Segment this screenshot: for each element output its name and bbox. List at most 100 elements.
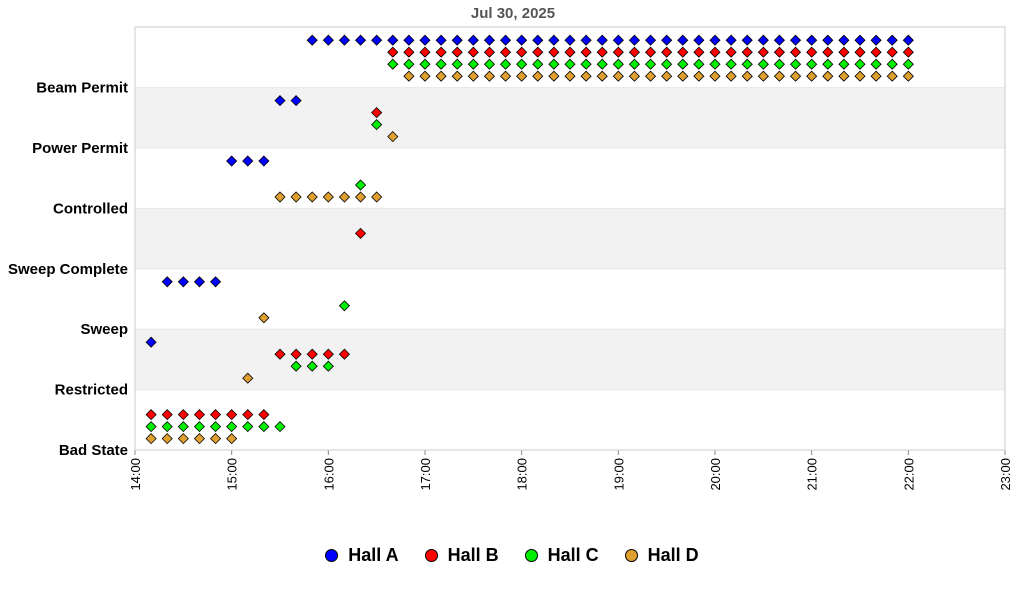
point-hall-b xyxy=(709,46,721,58)
point-hall-d xyxy=(886,70,898,82)
state-bands xyxy=(135,27,1005,451)
point-hall-c xyxy=(435,58,447,70)
point-hall-d xyxy=(177,433,189,445)
point-hall-d xyxy=(516,70,528,82)
x-tick-label: 19:00 xyxy=(611,458,626,491)
point-hall-b xyxy=(854,46,866,58)
point-hall-c xyxy=(628,58,641,70)
point-hall-a xyxy=(725,34,737,46)
point-hall-a xyxy=(354,34,367,46)
point-hall-b xyxy=(226,409,238,421)
point-hall-d xyxy=(322,191,334,203)
point-hall-a xyxy=(902,34,914,46)
point-hall-a xyxy=(226,155,238,167)
point-hall-b xyxy=(661,46,673,58)
point-hall-a xyxy=(580,34,592,46)
point-hall-b xyxy=(806,46,818,58)
x-tick-label: 20:00 xyxy=(708,458,723,491)
band-5 xyxy=(135,87,1005,148)
point-hall-b xyxy=(516,46,528,58)
point-hall-a xyxy=(274,95,286,107)
point-hall-a xyxy=(338,34,351,46)
point-hall-a xyxy=(548,34,560,46)
point-hall-c xyxy=(838,58,850,70)
band-1 xyxy=(135,329,1005,390)
point-hall-c xyxy=(725,58,737,70)
point-hall-a xyxy=(290,95,302,107)
point-hall-d xyxy=(806,70,818,82)
point-hall-d xyxy=(677,70,689,82)
y-label: Sweep Complete xyxy=(8,261,128,278)
point-hall-d xyxy=(644,70,657,82)
point-hall-a xyxy=(435,34,447,46)
point-hall-b xyxy=(419,46,431,58)
point-hall-c xyxy=(419,58,431,70)
point-hall-a xyxy=(193,276,206,288)
point-hall-b xyxy=(177,409,189,421)
legend-swatch xyxy=(624,548,638,562)
point-hall-c xyxy=(499,58,512,70)
point-hall-c xyxy=(338,300,351,312)
point-hall-d xyxy=(661,70,673,82)
x-tick-label: 16:00 xyxy=(321,458,336,491)
point-hall-b xyxy=(274,348,286,360)
point-hall-a xyxy=(209,276,222,288)
legend-swatch xyxy=(524,548,538,562)
point-hall-d xyxy=(419,70,431,82)
point-hall-a xyxy=(371,34,383,46)
x-tick-label: 23:00 xyxy=(998,458,1013,491)
point-hall-a xyxy=(822,34,834,46)
x-axis-ticks: 14:00 15:00 16:00 17:00 18:00 19:00 20:00 21:00… xyxy=(128,450,1013,491)
point-hall-c xyxy=(806,58,818,70)
point-hall-b xyxy=(145,409,157,421)
point-hall-b xyxy=(773,46,786,58)
point-hall-b xyxy=(193,409,206,421)
point-hall-c xyxy=(209,421,222,433)
point-hall-d xyxy=(387,131,399,143)
x-tick-label: 21:00 xyxy=(805,458,820,491)
point-hall-d xyxy=(870,70,882,82)
point-hall-c xyxy=(661,58,673,70)
point-hall-d xyxy=(693,70,705,82)
point-hall-b xyxy=(209,409,222,421)
point-hall-d xyxy=(580,70,592,82)
y-label: Sweep xyxy=(80,321,128,338)
x-tick-label: 17:00 xyxy=(418,458,433,491)
point-hall-c xyxy=(564,58,576,70)
point-hall-d xyxy=(290,191,302,203)
point-hall-d xyxy=(757,70,769,82)
point-hall-b xyxy=(371,107,383,119)
point-hall-b xyxy=(564,46,576,58)
point-hall-d xyxy=(822,70,834,82)
point-hall-d xyxy=(483,70,496,82)
y-label: Restricted xyxy=(55,382,128,399)
point-hall-b xyxy=(467,46,479,58)
point-hall-b xyxy=(886,46,898,58)
point-hall-b xyxy=(644,46,657,58)
point-hall-b xyxy=(387,46,399,58)
point-hall-a xyxy=(145,336,157,348)
point-hall-d xyxy=(564,70,576,82)
point-hall-c xyxy=(226,421,238,433)
point-hall-b xyxy=(161,409,173,421)
legend-swatch xyxy=(424,548,438,562)
point-hall-c xyxy=(145,421,157,433)
point-hall-d xyxy=(451,70,463,82)
point-hall-c xyxy=(483,58,496,70)
point-hall-a xyxy=(306,34,318,46)
point-hall-b xyxy=(870,46,882,58)
data-points xyxy=(145,34,914,445)
point-hall-b xyxy=(757,46,769,58)
point-hall-c xyxy=(371,119,383,131)
point-hall-d xyxy=(548,70,560,82)
point-hall-a xyxy=(806,34,818,46)
point-hall-c xyxy=(773,58,786,70)
point-hall-d xyxy=(193,433,206,445)
point-hall-d xyxy=(354,191,367,203)
point-hall-c xyxy=(789,58,802,70)
point-hall-c xyxy=(387,58,399,70)
point-hall-d xyxy=(467,70,479,82)
point-hall-d xyxy=(725,70,737,82)
point-hall-c xyxy=(870,58,882,70)
